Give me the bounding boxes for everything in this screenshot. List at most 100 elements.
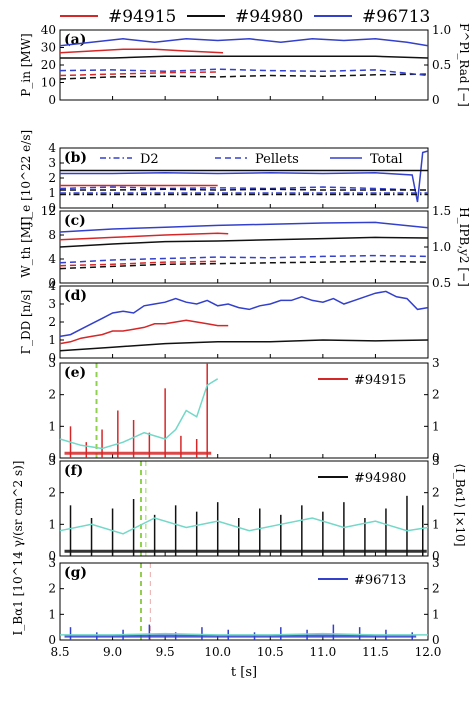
y-tick-label: 0 bbox=[48, 201, 56, 215]
y-tick-label: 1 bbox=[48, 517, 56, 531]
y-tick-label: 2 bbox=[48, 582, 56, 596]
panel-label: (f) bbox=[64, 463, 83, 479]
y-tick-label: 0 bbox=[48, 549, 56, 563]
panel-label: (b) bbox=[64, 150, 87, 166]
x-tick-label: 11.5 bbox=[362, 645, 389, 659]
panel-label: (c) bbox=[64, 213, 86, 229]
panel-label: (e) bbox=[64, 365, 86, 381]
panel-legend-label: Pellets bbox=[255, 152, 299, 167]
series-line bbox=[59, 48, 224, 54]
y-tick-label: 1 bbox=[48, 333, 56, 347]
y-tick-label-right: 0 bbox=[432, 93, 440, 107]
x-axis-label: t [s] bbox=[231, 665, 257, 680]
y-axis-label-right: F^Pl_Rad [−] bbox=[457, 23, 471, 107]
series-line bbox=[59, 68, 429, 77]
y-tick-label-right: 2 bbox=[432, 388, 440, 402]
y-tick-label-right: 2 bbox=[432, 582, 440, 596]
y-tick-label: 2 bbox=[48, 486, 56, 500]
y-tick-label: 0 bbox=[48, 451, 56, 465]
y-tick-label: 0 bbox=[48, 93, 56, 107]
series-line bbox=[59, 378, 219, 450]
y-axis-label-right-shared: ⟨I_Bα1⟩ [×10] bbox=[453, 463, 467, 546]
panel: 0 1 2 3 0 1 2 3 (g) #96713 bbox=[48, 556, 439, 647]
y-tick-label: 3 bbox=[48, 356, 56, 370]
y-tick-label: 0 bbox=[48, 276, 56, 290]
x-tick-label: 12.0 bbox=[415, 645, 442, 659]
y-tick-label-right: 1.0 bbox=[432, 240, 451, 254]
y-tick-label: 2 bbox=[48, 171, 56, 185]
y-tick-label-right: 3 bbox=[432, 356, 440, 370]
x-axis: 8.5 9.0 9.5 10.0 10.5 11.0 11.5 12.0 t [s] bbox=[50, 645, 441, 680]
panel-legend-label: Total bbox=[370, 152, 403, 167]
y-tick-label: 2 bbox=[48, 315, 56, 329]
y-tick-label: 30 bbox=[41, 41, 56, 55]
series-line bbox=[59, 232, 229, 241]
series-line bbox=[59, 73, 429, 80]
panel-label: (d) bbox=[64, 288, 87, 304]
y-tick-label: 3 bbox=[48, 297, 56, 311]
x-tick-label: 10.5 bbox=[257, 645, 284, 659]
x-tick-label: 8.5 bbox=[50, 645, 69, 659]
panel-legend-label: #94915 bbox=[354, 373, 406, 388]
y-tick-label-right: 0 bbox=[432, 633, 440, 647]
y-tick-label: 40 bbox=[41, 23, 56, 37]
y-tick-label-right: 1.5 bbox=[432, 204, 451, 218]
panel-label: (g) bbox=[64, 565, 87, 581]
series-line bbox=[59, 260, 218, 267]
series-line bbox=[59, 38, 429, 47]
series-line bbox=[59, 71, 218, 77]
panel-legend-label: #96713 bbox=[354, 573, 406, 588]
y-tick-label-right: 1 bbox=[432, 419, 440, 433]
series-line bbox=[59, 517, 429, 535]
y-tick-label-right: 3 bbox=[432, 454, 440, 468]
y-tick-label: 4 bbox=[48, 141, 56, 155]
series-line bbox=[59, 221, 429, 233]
x-tick-label: 9.5 bbox=[156, 645, 175, 659]
y-axis-label: Γ_e [10^22 e/s] bbox=[19, 130, 33, 226]
y-tick-label: 4 bbox=[48, 279, 56, 293]
x-tick-label: 11.0 bbox=[309, 645, 336, 659]
y-tick-label: 1 bbox=[48, 186, 56, 200]
y-tick-label: 2 bbox=[48, 388, 56, 402]
legend-label: #94980 bbox=[235, 7, 303, 27]
panel-frame bbox=[59, 562, 429, 641]
y-tick-label-right: 0 bbox=[432, 451, 440, 465]
panel-frame bbox=[59, 362, 429, 459]
y-tick-label: 10 bbox=[41, 76, 56, 90]
legend-label: #94915 bbox=[108, 7, 176, 27]
y-tick-label: 8 bbox=[48, 228, 56, 242]
y-tick-label-right: 1 bbox=[432, 517, 440, 531]
panel-frame bbox=[59, 29, 429, 101]
x-tick-label: 9.0 bbox=[103, 645, 122, 659]
series-line bbox=[60, 150, 429, 203]
series-line bbox=[60, 55, 429, 59]
legend-label: #96713 bbox=[362, 7, 430, 27]
y-tick-label-right: 0.5 bbox=[432, 58, 451, 72]
x-tick-label: 10.0 bbox=[204, 645, 231, 659]
panel-legend-label: D2 bbox=[140, 152, 159, 167]
y-tick-label: 3 bbox=[48, 556, 56, 570]
y-tick-label-right: 2 bbox=[432, 486, 440, 500]
y-axis-label-right: H_IPB,y2 [−] bbox=[457, 207, 471, 287]
y-tick-label: 3 bbox=[48, 156, 56, 170]
y-tick-label: 3 bbox=[48, 454, 56, 468]
y-tick-label-right: 0 bbox=[432, 549, 440, 563]
y-tick-label: 0 bbox=[48, 351, 56, 365]
series-line bbox=[59, 319, 229, 345]
series-line bbox=[59, 260, 429, 270]
panel-frame bbox=[59, 460, 429, 557]
panel: 0 1 2 3 4 (d) Γ_DD [n/s] bbox=[19, 279, 429, 365]
y-tick-label-right: 3 bbox=[432, 556, 440, 570]
y-tick-label: 20 bbox=[41, 58, 56, 72]
series-line bbox=[60, 632, 428, 636]
series-line bbox=[60, 188, 428, 191]
y-tick-label: 12 bbox=[41, 204, 56, 218]
y-tick-label: 0 bbox=[48, 633, 56, 647]
series-line bbox=[59, 290, 429, 338]
